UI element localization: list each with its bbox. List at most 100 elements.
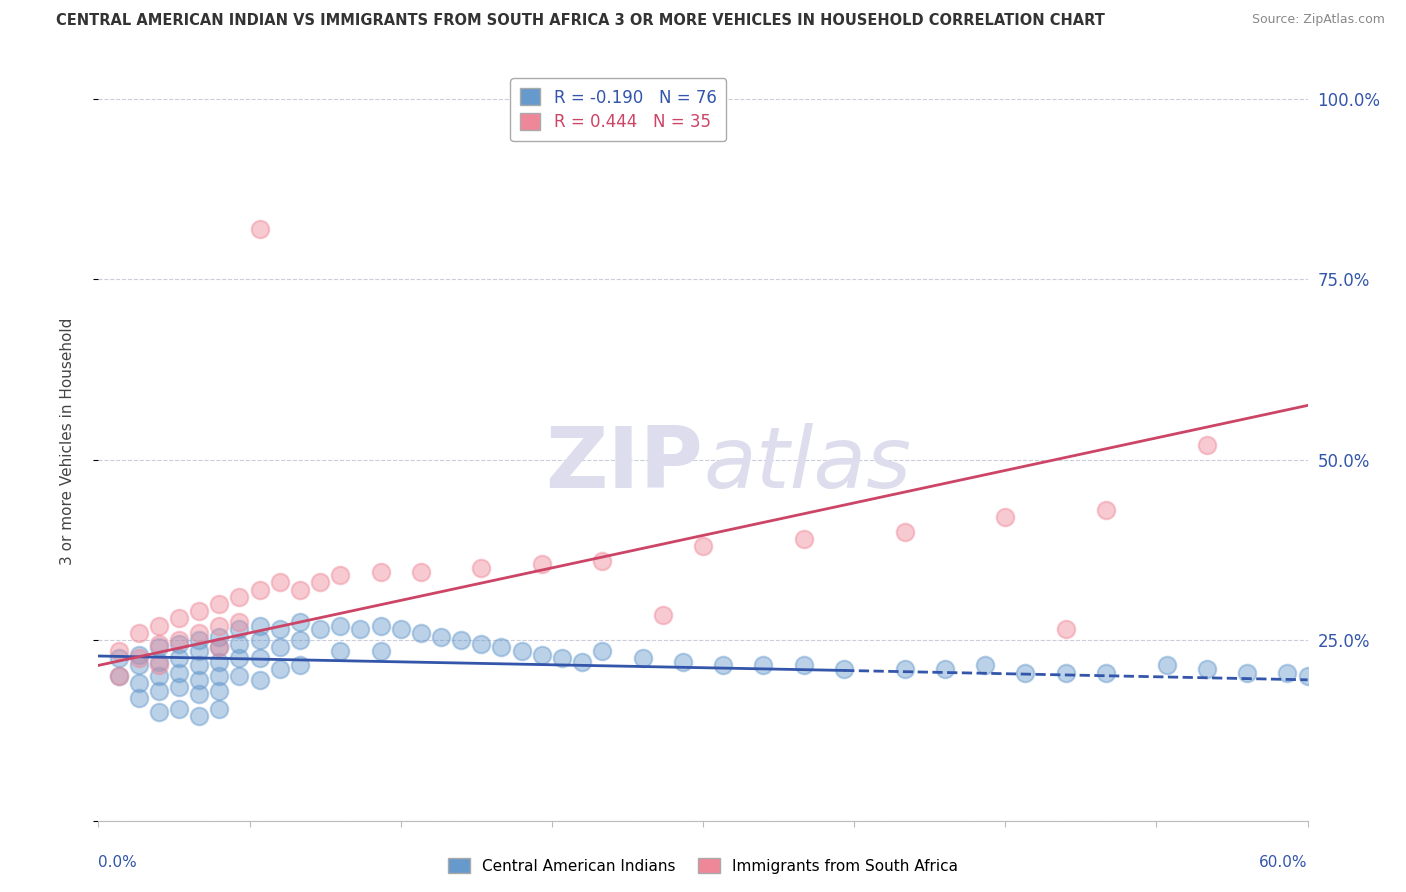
Point xyxy=(309,622,332,636)
Point xyxy=(148,669,170,683)
Point xyxy=(491,640,513,655)
Point xyxy=(551,651,574,665)
Point xyxy=(228,615,250,629)
Point xyxy=(167,611,190,625)
Legend: R = -0.190   N = 76, R = 0.444   N = 35: R = -0.190 N = 76, R = 0.444 N = 35 xyxy=(510,78,727,141)
Point xyxy=(470,637,492,651)
Point xyxy=(249,582,271,597)
Point xyxy=(349,622,371,636)
Point xyxy=(128,626,150,640)
Point xyxy=(167,651,190,665)
Point xyxy=(249,618,271,632)
Text: CENTRAL AMERICAN INDIAN VS IMMIGRANTS FROM SOUTH AFRICA 3 OR MORE VEHICLES IN HO: CENTRAL AMERICAN INDIAN VS IMMIGRANTS FR… xyxy=(56,13,1105,29)
Point xyxy=(167,633,190,648)
Point xyxy=(288,658,311,673)
Point xyxy=(269,662,291,676)
Point xyxy=(167,680,190,694)
Point xyxy=(1195,662,1218,676)
Point xyxy=(1277,665,1299,680)
Point xyxy=(893,524,915,539)
Point xyxy=(692,539,714,553)
Point xyxy=(208,683,231,698)
Point xyxy=(148,658,170,673)
Point xyxy=(1095,503,1118,517)
Point xyxy=(591,554,613,568)
Point xyxy=(188,658,211,673)
Point xyxy=(288,582,311,597)
Point xyxy=(128,651,150,665)
Point xyxy=(1054,665,1077,680)
Point xyxy=(148,683,170,698)
Point xyxy=(1236,665,1258,680)
Point xyxy=(370,565,392,579)
Point xyxy=(1195,438,1218,452)
Point xyxy=(188,604,211,618)
Point xyxy=(249,221,271,235)
Point xyxy=(510,644,533,658)
Point xyxy=(530,558,553,572)
Point xyxy=(269,622,291,636)
Point xyxy=(128,648,150,662)
Point xyxy=(1095,665,1118,680)
Point xyxy=(832,662,855,676)
Text: atlas: atlas xyxy=(703,423,911,506)
Text: 60.0%: 60.0% xyxy=(1260,855,1308,870)
Point xyxy=(208,630,231,644)
Point xyxy=(249,651,271,665)
Point xyxy=(370,618,392,632)
Point xyxy=(208,640,231,655)
Point xyxy=(107,669,129,683)
Point xyxy=(793,658,815,673)
Text: ZIP: ZIP xyxy=(546,423,703,506)
Point xyxy=(994,510,1017,524)
Point xyxy=(167,702,190,716)
Point xyxy=(188,626,211,640)
Point xyxy=(188,673,211,687)
Point xyxy=(409,626,432,640)
Point xyxy=(530,648,553,662)
Point xyxy=(188,687,211,701)
Point xyxy=(288,615,311,629)
Point xyxy=(208,702,231,716)
Point xyxy=(1054,622,1077,636)
Point xyxy=(389,622,412,636)
Point xyxy=(107,651,129,665)
Point xyxy=(228,622,250,636)
Point xyxy=(148,655,170,669)
Point xyxy=(329,644,352,658)
Point xyxy=(228,590,250,604)
Point xyxy=(974,658,997,673)
Y-axis label: 3 or more Vehicles in Household: 3 or more Vehicles in Household xyxy=(60,318,75,566)
Point xyxy=(450,633,472,648)
Text: Source: ZipAtlas.com: Source: ZipAtlas.com xyxy=(1251,13,1385,27)
Point xyxy=(228,669,250,683)
Point xyxy=(309,575,332,590)
Point xyxy=(893,662,915,676)
Point xyxy=(188,709,211,723)
Point xyxy=(148,618,170,632)
Point xyxy=(167,665,190,680)
Point xyxy=(148,706,170,720)
Point xyxy=(249,673,271,687)
Point xyxy=(793,532,815,546)
Point xyxy=(107,669,129,683)
Point xyxy=(430,630,453,644)
Legend: Central American Indians, Immigrants from South Africa: Central American Indians, Immigrants fro… xyxy=(441,852,965,880)
Point xyxy=(208,640,231,655)
Point xyxy=(329,568,352,582)
Point xyxy=(269,640,291,655)
Point xyxy=(228,637,250,651)
Point xyxy=(409,565,432,579)
Point xyxy=(651,607,673,622)
Point xyxy=(208,669,231,683)
Point xyxy=(288,633,311,648)
Point xyxy=(128,690,150,705)
Point xyxy=(228,651,250,665)
Point xyxy=(148,640,170,655)
Point xyxy=(470,561,492,575)
Point xyxy=(672,655,695,669)
Point xyxy=(188,633,211,648)
Point xyxy=(329,618,352,632)
Point xyxy=(591,644,613,658)
Point xyxy=(128,676,150,690)
